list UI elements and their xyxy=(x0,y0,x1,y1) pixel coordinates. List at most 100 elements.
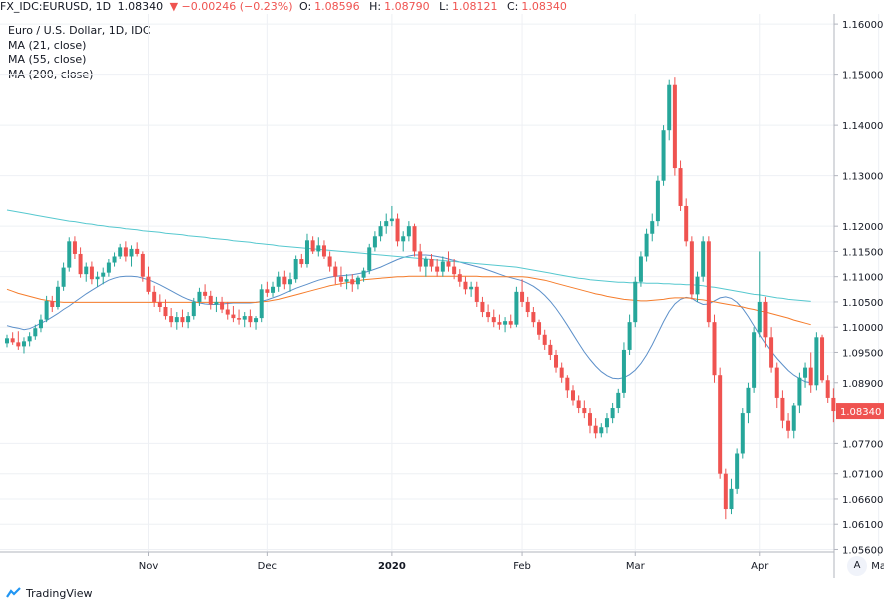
candle-body xyxy=(203,291,208,296)
candle-body xyxy=(406,226,411,237)
legend-ma200[interactable]: MA (200, close) xyxy=(8,67,94,81)
candle xyxy=(101,267,106,285)
candle-body xyxy=(16,342,21,347)
candle-body xyxy=(310,240,315,252)
candle-body xyxy=(152,291,157,302)
candle-body xyxy=(469,286,474,290)
candle-body xyxy=(667,84,672,131)
candle-body xyxy=(774,367,779,398)
candle xyxy=(95,271,100,287)
candle-body xyxy=(723,473,728,510)
candle-body xyxy=(599,427,604,434)
candle-body xyxy=(689,241,694,295)
candle-body xyxy=(135,248,140,254)
candle xyxy=(520,279,525,307)
candle xyxy=(480,296,485,318)
candle-body xyxy=(208,295,213,305)
candle-body xyxy=(559,367,564,378)
candle xyxy=(820,334,825,383)
candle-body xyxy=(242,316,247,320)
candle-body xyxy=(412,226,417,252)
candle xyxy=(514,286,519,328)
candle-body xyxy=(129,248,134,257)
candle xyxy=(548,339,553,361)
y-tick-label: 1.15000 xyxy=(842,71,883,82)
candle-body xyxy=(780,397,785,421)
tradingview-logo-icon xyxy=(6,587,21,598)
candle xyxy=(248,309,253,328)
candle-body xyxy=(254,318,259,323)
candle xyxy=(712,314,717,383)
candle xyxy=(474,281,479,307)
candle-body xyxy=(729,488,734,510)
candle xyxy=(27,332,32,347)
legend-ma21[interactable]: MA (21, close) xyxy=(8,38,87,52)
candle xyxy=(678,160,683,212)
candle-body xyxy=(163,306,168,317)
y-tick-label: 1.05600 xyxy=(842,545,883,556)
candle xyxy=(299,253,304,268)
candle-body xyxy=(231,314,236,319)
x-tick-label: Apr xyxy=(751,561,769,572)
candle xyxy=(723,468,728,520)
candle-body xyxy=(604,418,609,428)
candle xyxy=(718,367,723,479)
candle-body xyxy=(21,341,26,347)
x-tick-label: Nov xyxy=(139,561,159,572)
candle-body xyxy=(180,317,185,323)
candlesticks xyxy=(5,77,836,520)
candle xyxy=(769,327,774,373)
candle xyxy=(689,236,694,300)
candle-body xyxy=(140,253,145,277)
candle xyxy=(791,402,796,439)
candle xyxy=(89,261,94,285)
candle-body xyxy=(429,259,434,267)
legend-ma55[interactable]: MA (55, close) xyxy=(8,53,87,66)
candle-body xyxy=(769,337,774,368)
candle xyxy=(72,236,77,260)
candle xyxy=(10,332,15,345)
y-tick-label: 1.10500 xyxy=(842,298,883,309)
candle-body xyxy=(735,453,740,489)
candle xyxy=(276,271,281,292)
candle xyxy=(21,337,26,354)
candle-body xyxy=(638,256,643,282)
candle xyxy=(78,247,83,278)
candle xyxy=(44,295,49,323)
candle-body xyxy=(259,289,264,319)
candle-body xyxy=(169,316,174,323)
x-tick-label: Dec xyxy=(258,561,277,572)
candle xyxy=(684,198,689,247)
candle xyxy=(350,274,355,292)
candle xyxy=(576,395,581,414)
candle-body xyxy=(695,276,700,295)
auto-scale-button[interactable]: A xyxy=(847,556,867,576)
candle xyxy=(288,272,292,292)
candle-body xyxy=(440,261,445,272)
last-price-badge xyxy=(836,403,884,420)
brand-footer[interactable]: TradingView xyxy=(6,584,92,602)
symbol-name[interactable]: FX_IDC:EURUSD, 1D xyxy=(0,0,112,13)
candle-body xyxy=(350,279,355,285)
candle xyxy=(152,285,157,307)
candle-body xyxy=(831,397,836,412)
candle-body xyxy=(50,300,55,307)
y-tick-label: 1.16000 xyxy=(842,20,883,31)
close-label: C: xyxy=(506,0,519,13)
x-tick-label: Feb xyxy=(513,561,531,572)
candle xyxy=(786,413,791,439)
legend-title[interactable]: Euro / U.S. Dollar, 1D, IDC xyxy=(8,24,151,37)
candle xyxy=(672,77,677,176)
candle xyxy=(650,213,655,242)
candle xyxy=(633,276,638,328)
candle-body xyxy=(214,301,219,305)
candle-body xyxy=(701,241,706,277)
candle xyxy=(293,255,298,283)
candle xyxy=(135,242,140,257)
candle-body xyxy=(123,247,128,257)
candle-body xyxy=(276,276,281,287)
candle xyxy=(163,299,168,320)
candle xyxy=(191,297,196,320)
candle-body xyxy=(554,354,559,368)
